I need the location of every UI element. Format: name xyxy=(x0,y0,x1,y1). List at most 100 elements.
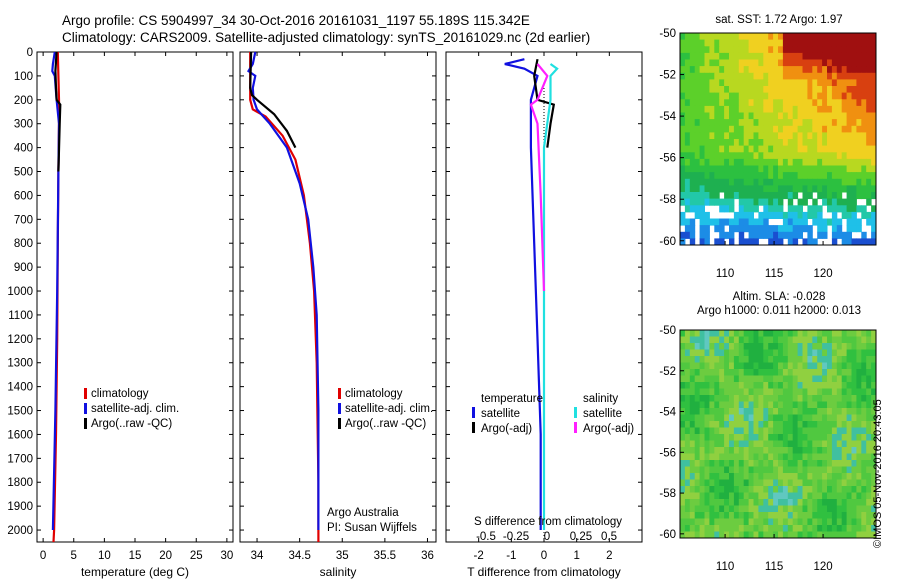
sla-map-cell xyxy=(856,531,862,539)
sst-map-cell xyxy=(768,198,774,206)
sst-map-cell xyxy=(729,59,735,67)
sla-map-cell xyxy=(846,525,852,532)
sla-map-cell xyxy=(861,336,867,344)
sst-map-cell xyxy=(773,225,779,233)
sla-map-cell xyxy=(748,434,754,441)
sst-map-cell xyxy=(680,238,686,246)
sla-map-cell xyxy=(846,518,852,526)
sst-map-cell xyxy=(729,185,735,193)
sst-map-cell xyxy=(773,59,779,67)
sla-map-cell xyxy=(861,349,867,357)
sla-map-cell xyxy=(846,369,852,376)
sla-map-cell xyxy=(817,518,823,526)
sla-map-cell xyxy=(699,486,705,493)
sla-map-cell xyxy=(680,512,686,519)
sst-map-cell xyxy=(758,119,764,127)
sla-map-cell xyxy=(866,531,872,539)
sst-map-cell xyxy=(743,52,750,60)
sst-map-cell xyxy=(861,139,867,147)
sst-map-cell xyxy=(714,105,720,113)
sla-map-cell xyxy=(812,466,818,474)
sla-map-cell xyxy=(724,330,730,337)
sst-map-cell xyxy=(866,39,872,47)
sst-map-cell xyxy=(822,218,828,226)
sla-map-cell xyxy=(733,375,740,383)
sla-map-cell xyxy=(694,434,701,441)
sst-map-cell xyxy=(758,86,764,94)
sla-map-cell xyxy=(738,356,745,363)
sla-map-cell xyxy=(802,336,808,344)
sla-map-cell xyxy=(699,492,705,500)
sst-map-cell xyxy=(778,33,784,41)
sst-map-cell xyxy=(738,139,745,147)
sla-map-cell xyxy=(827,453,833,461)
sst-map-cell xyxy=(758,145,764,153)
sla-map-cell xyxy=(831,395,838,402)
sst-map-cell xyxy=(817,112,823,120)
sst-map-cell xyxy=(866,139,872,147)
sla-map-cell xyxy=(851,531,857,539)
sla-map-cell xyxy=(836,492,843,500)
sla-map-cell xyxy=(753,362,759,370)
sla-map-cell xyxy=(724,473,730,480)
sst-map-cell xyxy=(807,225,813,233)
sla-map-cell xyxy=(802,356,808,363)
sla-map-cell xyxy=(719,330,725,337)
sst-map-cell xyxy=(758,218,764,226)
sst-map-cell xyxy=(787,145,794,153)
sla-map-cell xyxy=(856,349,862,357)
sst-map-cell xyxy=(802,79,808,87)
sst-map-cell xyxy=(861,238,867,246)
sst-map-cell xyxy=(831,59,838,67)
sla-map-cell xyxy=(729,518,735,526)
sla-map-cell xyxy=(797,401,803,409)
sst-map-cell xyxy=(871,178,877,186)
sst-map-cell xyxy=(866,145,872,153)
sst-map-cell xyxy=(822,79,828,87)
sst-map-cell xyxy=(792,172,799,180)
sst-map-cell xyxy=(748,165,754,173)
sla-map-cell xyxy=(797,414,803,422)
sla-map-cell xyxy=(817,395,823,402)
sst-map-cell xyxy=(743,218,750,226)
sla-map-cell xyxy=(729,356,735,363)
sla-map-cell xyxy=(856,447,862,454)
sst-map-cell xyxy=(807,105,813,113)
sla-map-cell xyxy=(812,343,818,350)
sst-map-cell xyxy=(714,185,720,193)
sla-map-cell xyxy=(748,505,754,513)
sla-map-cell xyxy=(817,388,823,396)
sst-map-cell xyxy=(846,59,852,67)
depth-tick-label: 800 xyxy=(14,238,33,250)
sla-map-cell xyxy=(841,479,848,487)
sla-map-cell xyxy=(822,336,828,344)
sst-map-cell xyxy=(827,192,833,200)
sst-map-cell xyxy=(694,59,701,67)
sla-map-cell xyxy=(680,525,686,532)
sst-map-cell xyxy=(861,72,867,80)
sst-map-cell xyxy=(861,52,867,60)
sla-map-cell xyxy=(699,499,705,506)
sst-map-cell xyxy=(719,205,725,213)
sst-map-cell xyxy=(758,79,764,87)
salinity-series-argo xyxy=(249,51,297,149)
sst-map-cell xyxy=(724,112,730,120)
sla-map-cell xyxy=(738,479,745,487)
sla-map-cell xyxy=(699,356,705,363)
sst-map-cell xyxy=(812,238,818,246)
sla-map-cell xyxy=(733,408,740,415)
sla-map-cell xyxy=(684,486,691,493)
sst-map-cell xyxy=(709,198,715,206)
sla-map-cell xyxy=(831,479,838,487)
sla-map-cell xyxy=(846,531,852,539)
sla-map-cell xyxy=(763,388,769,396)
sla-map-cell xyxy=(699,421,705,428)
sla-map-cell xyxy=(802,466,808,474)
sst-map-cell xyxy=(797,39,803,47)
sst-map-cell xyxy=(836,172,843,180)
sst-map-cell xyxy=(782,86,789,94)
sla-map-xtick-label: 115 xyxy=(765,561,783,573)
sla-map-cell xyxy=(812,525,818,532)
sst-map-cell xyxy=(827,52,833,60)
sla-map-cell xyxy=(709,414,715,422)
